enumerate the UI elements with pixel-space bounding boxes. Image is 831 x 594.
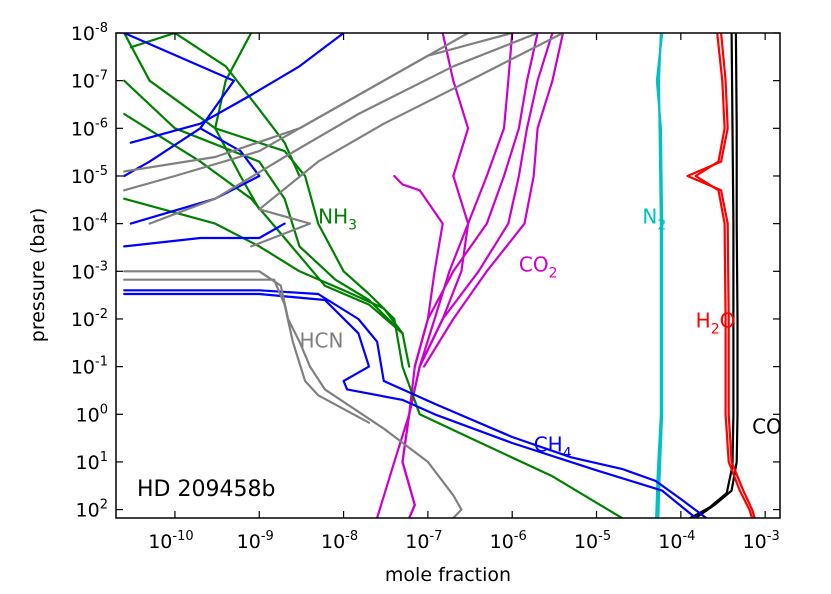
y-tick-label: 10-5 <box>71 164 108 188</box>
series-layer <box>123 33 756 518</box>
y-tick-label: 10-2 <box>71 307 108 331</box>
series-hcn-curve <box>250 33 565 248</box>
series-n2 <box>655 33 664 518</box>
series-co2-curve <box>376 33 470 518</box>
series-hcn-curve <box>123 33 470 173</box>
x-axis-title: mole fraction <box>385 564 511 586</box>
series-nh3-curve <box>129 33 301 178</box>
series-h2o-curve <box>686 33 756 518</box>
series-co-curve <box>689 33 735 518</box>
y-tick-label: 102 <box>76 498 108 522</box>
y-tick-label: 10-1 <box>71 355 108 379</box>
tick-layer: 10-10 10-9 10-8 10-7 10-6 10-5 10-4 10-3 10-8 10-… <box>71 21 780 553</box>
y-axis-title: pressure (bar) <box>27 208 49 342</box>
series-co2-curve <box>422 33 565 368</box>
series-hcn-curve <box>123 270 463 518</box>
series-h2o <box>686 33 756 518</box>
series-co2 <box>376 33 565 518</box>
x-tick-label: 10-7 <box>405 529 442 553</box>
y-tick-label: 10-8 <box>71 21 108 45</box>
series-label-ch4: CH4 <box>534 432 572 461</box>
series-ch4-curve <box>123 289 708 518</box>
series-ch4 <box>123 33 708 518</box>
series-co-curve <box>694 33 739 518</box>
y-tick-label: 10-6 <box>71 116 108 140</box>
y-tick-label: 101 <box>76 450 108 474</box>
series-ch4-curve <box>123 292 697 518</box>
series-nh3-curve <box>214 33 261 211</box>
series-ch4-curve <box>129 127 261 225</box>
y-tick-label: 10-3 <box>71 259 108 283</box>
series-hcn-curve <box>123 33 514 192</box>
series-hcn <box>123 33 565 518</box>
series-label-nh3: NH3 <box>318 205 357 234</box>
series-label-h2o: H2O <box>696 308 736 337</box>
series-co2-curve <box>401 33 554 518</box>
x-tick-label: 10-3 <box>743 529 780 553</box>
series-co2-curve <box>393 174 444 368</box>
y-tick-label: 10-7 <box>71 69 108 93</box>
y-tick-label: 100 <box>76 402 108 426</box>
series-label-n2: N2 <box>642 205 666 234</box>
series-label-hcn: HCN <box>299 329 343 353</box>
series-nh3-curve <box>123 33 623 518</box>
y-tick-label: 10-4 <box>71 212 108 236</box>
x-tick-label: 10-6 <box>490 529 527 553</box>
x-tick-label: 10-9 <box>237 529 274 553</box>
series-ch4-curve <box>129 33 345 144</box>
series-label-co: CO <box>752 414 782 438</box>
series-hcn-curve <box>123 278 371 424</box>
label-layer: CO H2O N2 CO2 NH3 CH4 HCN <box>299 205 781 462</box>
series-n2-curve <box>655 33 664 518</box>
x-tick-label: 10-4 <box>658 529 695 553</box>
x-tick-label: 10-5 <box>574 529 611 553</box>
plot-frame <box>115 32 781 519</box>
chart-annotation: HD 209458b <box>137 477 275 502</box>
series-co <box>689 33 739 518</box>
series-label-co2: CO2 <box>519 252 558 281</box>
series-nh3-curve <box>123 197 404 335</box>
series-nh3-curve <box>123 112 404 335</box>
x-tick-label: 10-8 <box>321 529 358 553</box>
x-tick-label: 10-10 <box>148 529 193 553</box>
series-hcn-curve <box>148 33 539 225</box>
series-nh3-curve <box>123 79 411 368</box>
series-co2-curve <box>418 33 514 368</box>
series-h2o-curve <box>694 33 754 518</box>
series-nh3 <box>123 33 623 518</box>
series-ch4-curve <box>123 222 286 248</box>
series-ch4-curve <box>123 33 235 178</box>
series-n2-curve <box>655 33 662 518</box>
